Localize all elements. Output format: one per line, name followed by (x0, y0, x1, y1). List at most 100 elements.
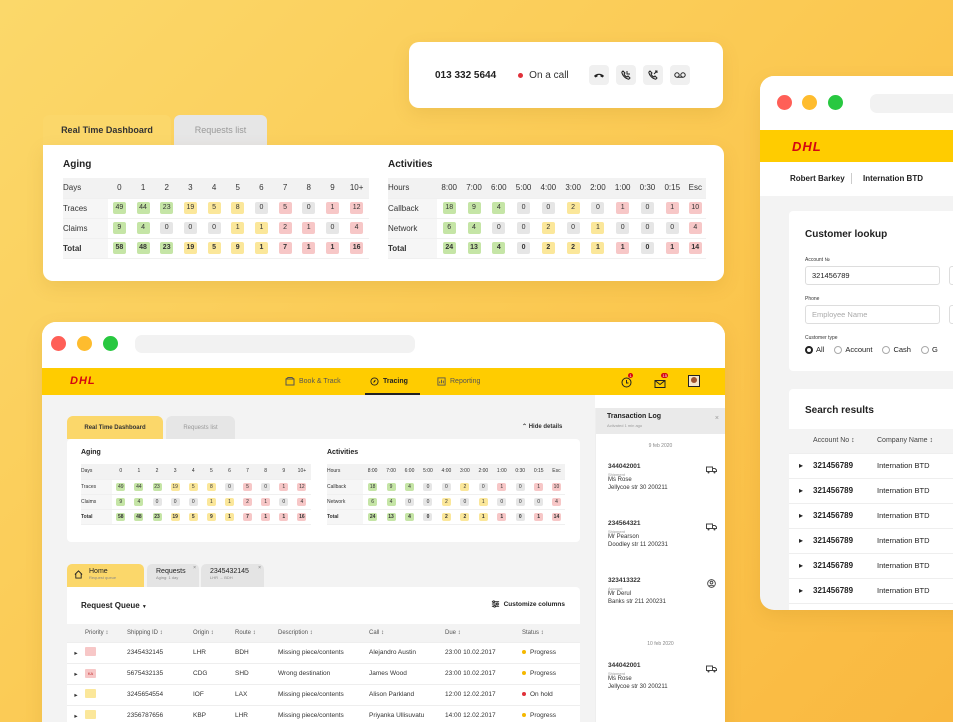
voicemail-button[interactable] (669, 65, 690, 85)
table-row[interactable]: ▸ 321456789 Internation BTD (789, 478, 953, 504)
value-chip[interactable]: 1 (302, 242, 316, 254)
value-chip[interactable]: 0 (517, 222, 531, 234)
value-chip[interactable]: 0 (254, 202, 268, 214)
value-chip[interactable]: 2 (441, 497, 451, 506)
value-chip[interactable]: 0 (302, 202, 316, 214)
close-icon[interactable]: × (714, 415, 719, 422)
expand-icon[interactable]: ▸ (67, 684, 85, 706)
request-queue-title[interactable]: Request Queue ▼ (81, 601, 147, 610)
value-chip[interactable]: 0 (515, 482, 525, 491)
value-chip[interactable]: 23 (160, 202, 174, 214)
value-chip[interactable]: 13 (386, 512, 396, 521)
value-chip[interactable]: 0 (492, 222, 506, 234)
value-chip[interactable]: 1 (616, 242, 630, 254)
value-chip[interactable]: 1 (325, 202, 339, 214)
expand-icon[interactable]: ▸ (789, 528, 813, 554)
value-chip[interactable]: 0 (207, 222, 221, 234)
value-chip[interactable]: 2 (243, 497, 253, 506)
value-chip[interactable]: 44 (136, 202, 150, 214)
value-chip[interactable]: 0 (224, 482, 234, 491)
value-chip[interactable]: 1 (534, 512, 544, 521)
value-chip[interactable]: 1 (534, 482, 544, 491)
value-chip[interactable]: 2 (441, 512, 451, 521)
value-chip[interactable]: 2 (541, 242, 555, 254)
value-chip[interactable]: 9 (386, 482, 396, 491)
value-chip[interactable]: 8 (206, 482, 216, 491)
account-input[interactable]: 321456789 (805, 266, 940, 285)
value-chip[interactable]: 4 (297, 497, 307, 506)
value-chip[interactable]: 0 (517, 242, 531, 254)
outgoing-call-button[interactable] (642, 65, 663, 85)
close-icon[interactable]: × (193, 565, 196, 571)
value-chip[interactable]: 24 (442, 242, 456, 254)
value-chip[interactable]: 1 (478, 512, 488, 521)
hangup-button[interactable] (588, 65, 609, 85)
column-header[interactable]: Description ↕ (278, 624, 369, 643)
value-chip[interactable]: 6 (368, 497, 378, 506)
table-row[interactable]: ▸ 321456789 Internation BTD (789, 528, 953, 554)
value-chip[interactable]: 0 (640, 222, 654, 234)
value-chip[interactable]: 0 (279, 497, 289, 506)
value-chip[interactable]: 0 (261, 482, 271, 491)
column-header[interactable]: Status ↕ (522, 624, 580, 643)
value-chip[interactable]: 48 (134, 512, 144, 521)
nav-reporting[interactable]: Reporting (437, 377, 480, 386)
column-header[interactable]: Priority ↕ (85, 624, 127, 643)
value-chip[interactable]: 19 (183, 202, 197, 214)
column-header[interactable]: Route ↕ (235, 624, 278, 643)
value-chip[interactable]: 12 (350, 202, 364, 214)
tab-real-time-dashboard[interactable]: Real Time Dashboard (43, 115, 171, 145)
user-avatar[interactable] (688, 375, 700, 387)
value-chip[interactable]: 1 (325, 242, 339, 254)
value-chip[interactable]: 10 (551, 482, 561, 491)
value-chip[interactable]: 2 (566, 202, 580, 214)
value-chip[interactable]: 2 (541, 222, 555, 234)
value-chip[interactable]: 12 (297, 482, 307, 491)
secondary-input[interactable] (949, 305, 953, 324)
expand-icon[interactable]: ▸ (789, 503, 813, 529)
value-chip[interactable]: 4 (136, 222, 150, 234)
minimize-window-button[interactable] (77, 336, 92, 351)
value-chip[interactable]: 19 (170, 512, 180, 521)
value-chip[interactable]: 5 (188, 512, 198, 521)
value-chip[interactable]: 49 (112, 202, 126, 214)
column-header[interactable]: Due ↕ (445, 624, 522, 643)
value-chip[interactable]: 2 (460, 512, 470, 521)
qtab-home[interactable]: Home Request queue (67, 564, 144, 587)
table-row[interactable]: ▸ KA 5675432135 CDG SHD Wrong destination Jame… (67, 663, 580, 685)
value-chip[interactable]: 4 (405, 512, 414, 521)
maximize-window-button[interactable] (103, 336, 118, 351)
value-chip[interactable]: 0 (640, 202, 654, 214)
log-item[interactable]: 344042001 Shipment Ms Rose Jellycoe str 30… (608, 662, 668, 692)
value-chip[interactable]: 0 (405, 497, 414, 506)
value-chip[interactable]: 16 (297, 512, 307, 521)
value-chip[interactable]: 9 (467, 202, 481, 214)
value-chip[interactable]: 1 (254, 242, 268, 254)
value-chip[interactable]: 2 (278, 222, 292, 234)
value-chip[interactable]: 5 (278, 202, 292, 214)
value-chip[interactable]: 0 (616, 222, 630, 234)
phone-input[interactable]: Employee Name (805, 305, 940, 324)
value-chip[interactable]: 0 (188, 497, 198, 506)
value-chip[interactable]: 4 (688, 222, 702, 234)
value-chip[interactable]: 0 (515, 497, 525, 506)
value-chip[interactable]: 1 (302, 222, 316, 234)
value-chip[interactable]: 0 (423, 512, 433, 521)
value-chip[interactable]: 1 (591, 242, 605, 254)
address-bar[interactable] (135, 335, 415, 353)
column-header[interactable]: Call ↕ (369, 624, 445, 643)
messages-button[interactable]: 15 (654, 373, 669, 394)
log-item[interactable]: 234564321 Shipment Mr Pearson Doodley str … (608, 520, 668, 550)
value-chip[interactable]: 1 (224, 512, 234, 521)
value-chip[interactable]: 0 (152, 497, 162, 506)
value-chip[interactable]: 16 (350, 242, 364, 254)
value-chip[interactable]: 49 (116, 482, 126, 491)
expand-icon[interactable]: ▸ (67, 663, 85, 685)
value-chip[interactable]: 14 (551, 512, 561, 521)
hide-details-link[interactable]: ⌃ Hide details (522, 423, 562, 430)
value-chip[interactable]: 4 (350, 222, 364, 234)
value-chip[interactable]: 10 (688, 202, 702, 214)
value-chip[interactable]: 1 (279, 512, 289, 521)
value-chip[interactable]: 18 (442, 202, 456, 214)
value-chip[interactable]: 1 (665, 242, 679, 254)
